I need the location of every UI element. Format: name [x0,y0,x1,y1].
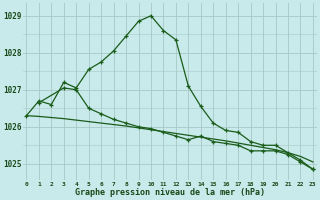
X-axis label: Graphe pression niveau de la mer (hPa): Graphe pression niveau de la mer (hPa) [75,188,265,197]
